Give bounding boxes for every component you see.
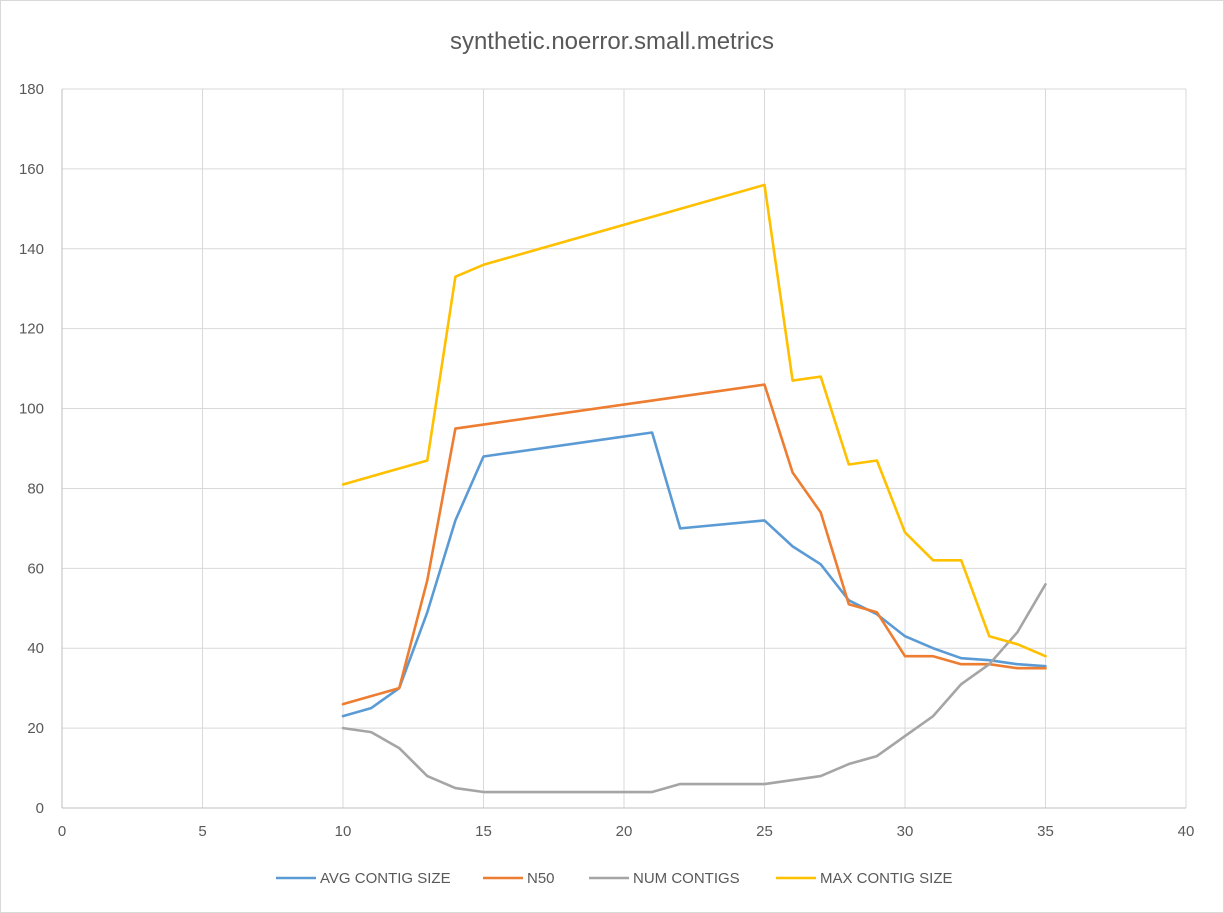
series-lines bbox=[341, 183, 1047, 794]
y-tick-label: 140 bbox=[19, 241, 44, 258]
axes: 0 20 40 60 80 100 120 140 160 180 0 5 10 15 20 25 30 35 40 bbox=[19, 81, 1194, 840]
x-tick-label: 20 bbox=[616, 823, 633, 840]
gridlines bbox=[62, 88, 1187, 808]
x-tick-label: 40 bbox=[1178, 823, 1195, 840]
legend-label-num-contigs: NUM CONTIGS bbox=[633, 870, 740, 887]
x-tick-label: 15 bbox=[475, 823, 492, 840]
chart-title: synthetic.noerror.small.metrics bbox=[450, 28, 774, 55]
legend-label-n50: N50 bbox=[527, 870, 555, 887]
x-tick-label: 35 bbox=[1037, 823, 1054, 840]
x-tick-label: 0 bbox=[58, 823, 66, 840]
y-tick-label: 40 bbox=[27, 640, 44, 657]
y-tick-label: 60 bbox=[27, 560, 44, 577]
series-line-num-contigs bbox=[341, 583, 1047, 794]
x-tick-label: 30 bbox=[897, 823, 914, 840]
legend-label-max-contig-size: MAX CONTIG SIZE bbox=[820, 870, 953, 887]
y-tick-label: 0 bbox=[36, 800, 44, 817]
y-tick-label: 100 bbox=[19, 401, 44, 418]
y-tick-label: 160 bbox=[19, 161, 44, 178]
y-tick-label: 20 bbox=[27, 720, 44, 737]
x-tick-label: 10 bbox=[335, 823, 352, 840]
series-line-n50 bbox=[341, 383, 1047, 706]
x-tick-label: 5 bbox=[198, 823, 206, 840]
y-tick-label: 120 bbox=[19, 321, 44, 338]
series-line-avg-contig-size bbox=[341, 431, 1047, 718]
series-line-max-contig-size bbox=[341, 183, 1047, 658]
y-tick-label: 80 bbox=[27, 480, 44, 497]
legend: AVG CONTIG SIZE N50 NUM CONTIGS MAX CONTIG … bbox=[276, 870, 953, 887]
x-tick-label: 25 bbox=[756, 823, 773, 840]
y-tick-label: 180 bbox=[19, 81, 44, 98]
legend-label-avg-contig-size: AVG CONTIG SIZE bbox=[320, 870, 451, 887]
